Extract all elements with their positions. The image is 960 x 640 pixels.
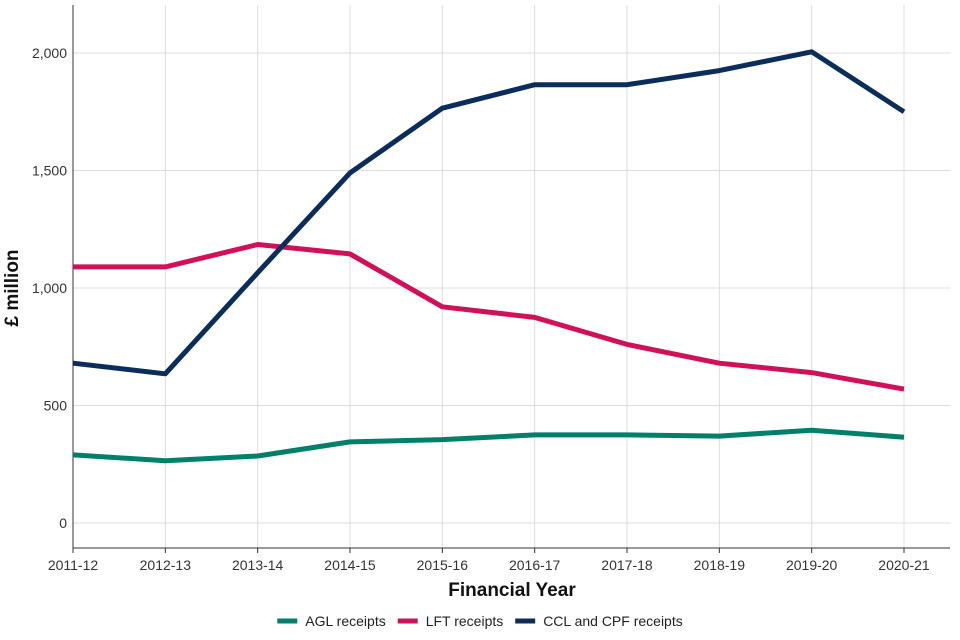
y-axis-title: £ million <box>2 249 23 326</box>
x-tick-label: 2013-14 <box>232 557 284 573</box>
legend-item: CCL and CPF receipts <box>515 613 683 629</box>
x-tick-label: 2014-15 <box>324 557 376 573</box>
x-tick-label: 2017-18 <box>601 557 653 573</box>
x-tick-label: 2015-16 <box>417 557 469 573</box>
legend: AGL receipts LFT receipts CCL and CPF rece… <box>277 613 683 629</box>
x-tick-label: 2018-19 <box>694 557 746 573</box>
y-tick-label: 1,500 <box>32 163 67 179</box>
tick-labels: 0 500 1,000 1,500 2,000 2011-12 2012-13 2013-14… <box>32 45 930 573</box>
axes <box>72 5 950 553</box>
legend-item: LFT receipts <box>397 613 504 629</box>
y-tick-label: 500 <box>44 398 68 414</box>
x-tick-label: 2016-17 <box>509 557 561 573</box>
x-tick-label: 2019-20 <box>786 557 838 573</box>
gridlines <box>72 5 950 548</box>
x-axis-title: Financial Year <box>448 580 576 601</box>
legend-item: AGL receipts <box>277 613 386 629</box>
legend-label: CCL and CPF receipts <box>543 613 683 629</box>
y-tick-label: 2,000 <box>32 45 67 61</box>
x-tick-label: 2011-12 <box>48 557 99 573</box>
x-tick-label: 2012-13 <box>140 557 192 573</box>
x-tick-label: 2020-21 <box>878 557 930 573</box>
y-tick-label: 1,000 <box>32 280 67 296</box>
series-line-agl-receipts <box>72 427 905 464</box>
legend-label: LFT receipts <box>426 613 504 629</box>
legend-label: AGL receipts <box>305 613 385 629</box>
series-line-lft-receipts <box>73 242 905 392</box>
y-tick-label: 0 <box>59 515 67 531</box>
series-line-ccl-and-cpf-receipts <box>72 49 906 377</box>
series-lines <box>72 49 906 464</box>
